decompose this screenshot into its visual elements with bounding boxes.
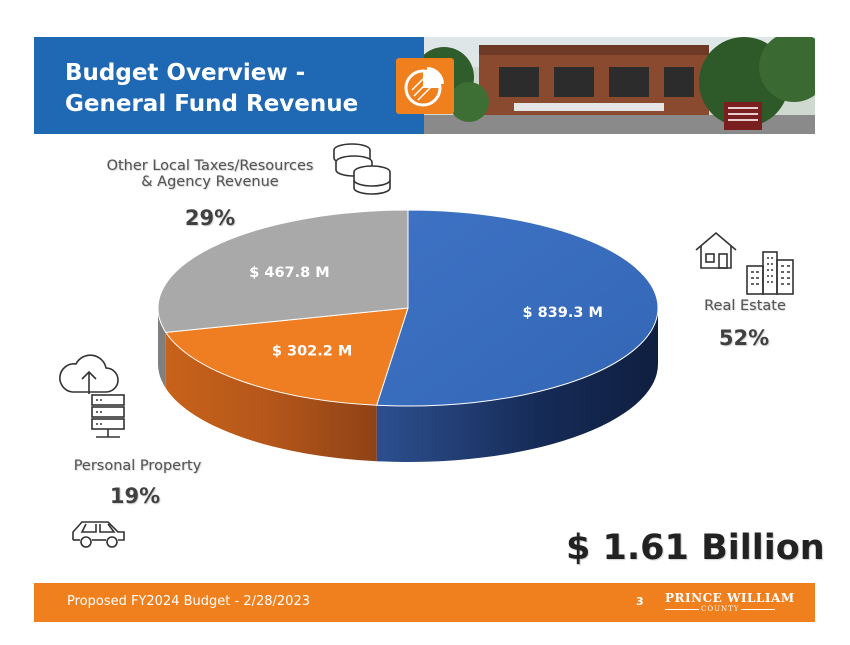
other-category-label: Other Local Taxes/Resources & Agency Rev… <box>90 158 330 190</box>
title-line-1: Budget Overview - <box>65 60 306 86</box>
total-budget: $ 1.61 Billion <box>566 528 825 568</box>
personal-property-label: Personal Property <box>73 458 202 474</box>
pie-labels: $ 839.3 M $ 302.2 M $ 467.8 M <box>249 265 603 360</box>
logo-rule-left <box>665 609 699 610</box>
pie-side-real-estate <box>376 308 658 462</box>
other-label-line-2: & Agency Revenue <box>141 174 279 190</box>
personal-property-percent-label: 19% <box>109 484 161 508</box>
server-icon <box>90 393 126 445</box>
footer-bar: Proposed FY2024 Budget - 2/28/2023 3 PRI… <box>34 583 815 622</box>
other-label-line-1: Other Local Taxes/Resources <box>106 158 314 174</box>
building-photo <box>424 37 815 134</box>
county-logo-subtitle: COUNTY <box>701 605 740 613</box>
pie-slice-other-local <box>157 209 409 333</box>
footer-text: Proposed FY2024 Budget - 2/28/2023 <box>67 594 310 609</box>
house-icon <box>693 230 739 276</box>
pie-sides <box>158 308 658 462</box>
pie-side-personal-property <box>165 332 377 462</box>
pie-chart-icon <box>396 58 454 114</box>
real-estate-percent-label: 52% <box>718 326 770 350</box>
pie-value-label-real-estate: $ 839.3 M <box>522 305 602 321</box>
pie-value-label-personal-property: $ 302.2 M <box>272 344 352 360</box>
title-band <box>34 37 424 134</box>
buildings-icon <box>745 250 795 300</box>
pie-slice-personal-property <box>164 307 409 406</box>
car-icon <box>70 516 128 554</box>
coins-icon <box>330 140 396 200</box>
pie-value-label-other-local: $ 467.8 M <box>249 265 329 281</box>
real-estate-label: Real Estate <box>704 298 786 314</box>
page-number: 3 <box>636 595 644 608</box>
pie-tops <box>157 209 659 407</box>
other-percent-label: 29% <box>184 206 236 230</box>
title-line-2: General Fund Revenue <box>65 91 359 117</box>
county-logo-name: PRINCE WILLIAM <box>665 591 795 605</box>
pie-side-other-local <box>158 308 166 389</box>
pie-slice-real-estate <box>375 209 659 407</box>
cloud-upload-icon <box>56 352 122 400</box>
logo-rule-right <box>741 609 775 610</box>
page-title: Budget Overview - General Fund Revenue <box>65 58 385 120</box>
